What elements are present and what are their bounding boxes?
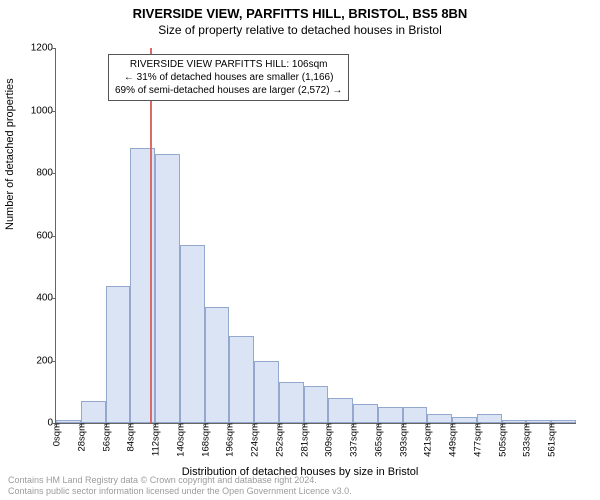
histogram-bar — [304, 386, 329, 424]
chart-subtitle: Size of property relative to detached ho… — [0, 21, 600, 37]
reference-line — [150, 48, 152, 423]
footer-line1: Contains HM Land Registry data © Crown c… — [8, 475, 352, 486]
histogram-bar — [353, 404, 378, 423]
x-tick: 309sqm — [322, 423, 335, 457]
y-tick-mark — [52, 173, 56, 174]
footer-attribution: Contains HM Land Registry data © Crown c… — [8, 475, 352, 497]
x-tick: 505sqm — [495, 423, 508, 457]
annotation-line: ← 31% of detached houses are smaller (1,… — [115, 71, 342, 84]
histogram-bar — [328, 398, 353, 423]
x-tick: 196sqm — [223, 423, 236, 457]
x-tick: 281sqm — [297, 423, 310, 457]
x-tick: 421sqm — [421, 423, 434, 457]
histogram-bar — [378, 407, 403, 423]
y-tick-mark — [52, 48, 56, 49]
x-tick: 477sqm — [470, 423, 483, 457]
x-tick: 533sqm — [520, 423, 533, 457]
histogram-bar — [427, 414, 452, 423]
histogram-bar — [81, 401, 106, 423]
histogram-bar — [106, 286, 131, 424]
histogram-bar — [279, 382, 304, 423]
y-tick-mark — [52, 236, 56, 237]
x-tick: 393sqm — [396, 423, 409, 457]
histogram-bar — [403, 407, 428, 423]
x-tick: 140sqm — [173, 423, 186, 457]
histogram-bar — [180, 245, 205, 423]
histogram-bar — [229, 336, 254, 424]
annotation-line: RIVERSIDE VIEW PARFITTS HILL: 106sqm — [115, 58, 342, 71]
y-axis-label: Number of detached properties — [4, 78, 16, 230]
plot-area: 0200400600800100012000sqm28sqm56sqm84sqm… — [55, 48, 576, 424]
x-tick: 0sqm — [50, 423, 63, 446]
histogram-bar — [477, 414, 502, 423]
x-tick: 449sqm — [446, 423, 459, 457]
x-tick: 112sqm — [149, 423, 162, 456]
x-tick: 337sqm — [347, 423, 360, 457]
x-tick: 168sqm — [198, 423, 211, 457]
x-tick: 84sqm — [124, 423, 137, 452]
annotation-box: RIVERSIDE VIEW PARFITTS HILL: 106sqm← 31… — [108, 54, 349, 101]
footer-line2: Contains public sector information licen… — [8, 486, 352, 497]
histogram-bar — [205, 307, 230, 423]
chart-container: RIVERSIDE VIEW, PARFITTS HILL, BRISTOL, … — [0, 0, 600, 500]
y-tick-mark — [52, 361, 56, 362]
x-tick: 561sqm — [545, 423, 558, 457]
y-tick-mark — [52, 111, 56, 112]
x-tick: 224sqm — [248, 423, 261, 457]
x-tick: 365sqm — [371, 423, 384, 457]
y-tick-mark — [52, 298, 56, 299]
chart-title: RIVERSIDE VIEW, PARFITTS HILL, BRISTOL, … — [0, 0, 600, 21]
x-tick: 56sqm — [99, 423, 112, 452]
x-tick: 28sqm — [74, 423, 87, 452]
x-tick: 252sqm — [272, 423, 285, 457]
histogram-bar — [155, 154, 180, 423]
histogram-bar — [254, 361, 279, 424]
annotation-line: 69% of semi-detached houses are larger (… — [115, 84, 342, 97]
